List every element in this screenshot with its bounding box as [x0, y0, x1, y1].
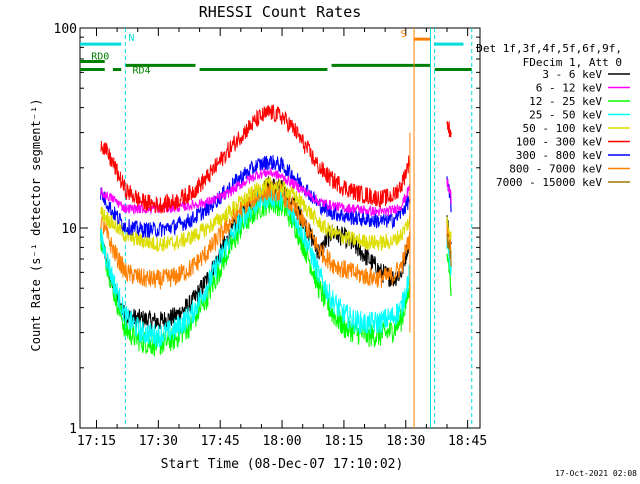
chart-title: RHESSI Count Rates — [199, 3, 362, 21]
y-tick-label: 100 — [54, 22, 77, 37]
legend-header-line: FDecim 1, Att 0 — [523, 56, 622, 69]
x-tick-label: 17:45 — [201, 434, 240, 449]
footer-timestamp: 17-Oct-2021 02:08 — [555, 469, 637, 478]
y-tick-label: 10 — [61, 222, 77, 237]
series-line-segment — [446, 121, 452, 138]
x-tick-label: 17:15 — [77, 434, 116, 449]
legend-label: 300 - 800 keV — [516, 149, 602, 162]
legend-label: 12 - 25 keV — [529, 95, 602, 108]
x-tick-label: 18:00 — [262, 434, 301, 449]
series-line — [100, 181, 411, 290]
series-line-segment — [446, 179, 452, 205]
plot-area: 17:15 17:30 17:45 18:00 18:15 18:30 18:45 1 10 10… — [54, 22, 488, 449]
legend-label: 50 - 100 keV — [523, 122, 603, 135]
x-tick-label: 18:15 — [324, 434, 363, 449]
legend-label: 7000 - 15000 keV — [496, 176, 602, 189]
series-line — [100, 104, 411, 214]
x-tick-label: 17:30 — [139, 434, 178, 449]
series-line — [100, 154, 411, 239]
series-line — [100, 167, 411, 217]
legend-label: 6 - 12 keV — [536, 82, 603, 95]
series-line-segment — [446, 253, 452, 297]
legend-label: 25 - 50 keV — [529, 109, 602, 122]
status-bar-label: N — [128, 33, 134, 44]
x-tick-label: 18:45 — [448, 434, 487, 449]
legend-header-line: Det 1f,3f,4f,5f,6f,9f, — [476, 42, 622, 55]
y-axis-label: Count Rate (s⁻¹ detector segment⁻¹) — [29, 99, 43, 352]
x-tick-label: 18:30 — [386, 434, 425, 449]
status-bar-label: RD4 — [132, 65, 150, 76]
x-axis-label: Start Time (08-Dec-07 17:10:02) — [161, 457, 404, 472]
status-bar-label: RD0 — [91, 51, 109, 62]
series-line-segment — [446, 233, 452, 267]
series-line — [100, 176, 411, 253]
series-line-segment — [446, 216, 452, 240]
legend-label: 100 - 300 keV — [516, 136, 602, 149]
y-tick-label: 1 — [69, 422, 77, 437]
series-line — [100, 192, 411, 358]
legend-label: 3 - 6 keV — [542, 68, 602, 81]
legend-label: 800 - 7000 keV — [509, 163, 602, 176]
status-bar-label: S — [401, 29, 407, 40]
